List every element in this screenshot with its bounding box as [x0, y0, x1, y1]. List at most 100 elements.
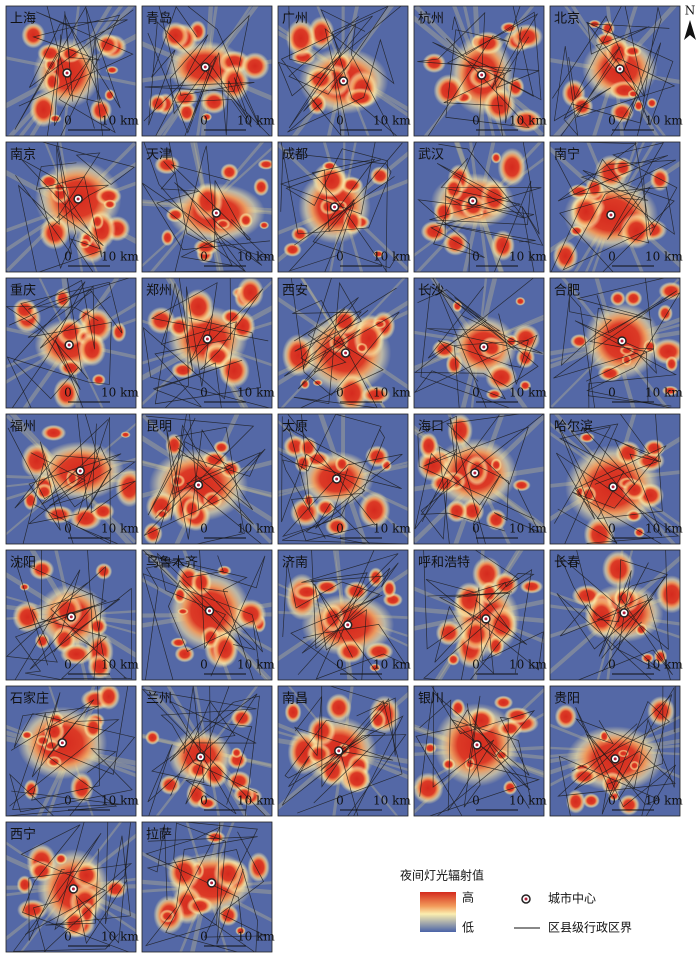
urban-glow: [95, 562, 113, 580]
urban-glow: [657, 304, 673, 323]
panel-frame: [413, 549, 545, 681]
scale-zero: 0: [608, 114, 616, 128]
scale-zero: 0: [64, 250, 72, 264]
district-boundary: [35, 162, 102, 272]
scale-length: 10 km: [373, 250, 411, 264]
city-name: 合肥: [554, 284, 580, 299]
urban-glow: [625, 509, 642, 523]
urban-glow: [493, 695, 514, 710]
city-center-dot: [484, 617, 488, 621]
panel-frame: [549, 277, 681, 409]
district-boundary: [596, 559, 671, 680]
city-panel: [142, 822, 272, 952]
city-center-dot: [203, 65, 207, 69]
city-name: 昆明: [146, 420, 172, 435]
urban-glow: [629, 760, 640, 771]
city-panel: [142, 686, 272, 816]
urban-glow: [445, 352, 463, 377]
panel-frame: [141, 141, 273, 273]
scale-length: 10 km: [101, 114, 139, 128]
scale-zero: 0: [608, 250, 616, 264]
city-panel: [550, 414, 680, 544]
legend-center-dot: [524, 897, 528, 901]
city-panel: [414, 142, 544, 272]
urban-glow: [213, 440, 230, 455]
urban-glow: [236, 278, 264, 309]
city-center-dot: [199, 755, 203, 759]
scale-zero: 0: [608, 658, 616, 672]
urban-glow: [285, 19, 316, 58]
district-boundary: [280, 142, 403, 233]
urban-glow: [490, 458, 502, 472]
district-boundary: [281, 416, 371, 544]
urban-glow: [221, 308, 243, 325]
city-center-dot: [475, 743, 479, 747]
district-boundary: [20, 824, 129, 952]
city-panel: [550, 278, 680, 408]
district-boundary: [564, 423, 663, 544]
urban-glow: [552, 240, 579, 272]
urban-glow: [570, 767, 599, 786]
urban-glow: [364, 642, 394, 662]
scale-length: 10 km: [509, 386, 547, 400]
urban-glow: [21, 442, 53, 479]
district-boundary: [147, 32, 217, 136]
district-boundary: [176, 6, 261, 128]
urban-glow: [511, 324, 541, 354]
panel-frame: [413, 413, 545, 545]
urban-glow: [235, 926, 246, 936]
legend-boundary-label: 区县级行政区界: [548, 921, 632, 935]
urban-glow: [290, 226, 309, 243]
district-boundary: [571, 686, 670, 815]
city-center-dot: [333, 205, 337, 209]
district-boundary: [436, 142, 540, 235]
city-panel: [6, 414, 136, 544]
panel-frame: [141, 5, 273, 137]
district-boundary: [169, 686, 257, 815]
urban-glow: [200, 90, 228, 115]
district-boundary: [14, 419, 136, 544]
legend-center-label: 城市中心: [548, 891, 596, 906]
urban-glow: [490, 229, 515, 262]
urban-glow: [284, 701, 302, 724]
district-boundary: [30, 446, 119, 544]
scale-length: 10 km: [237, 114, 275, 128]
urban-glow: [627, 89, 639, 99]
urban-glow: [53, 377, 80, 408]
district-boundary: [414, 278, 538, 400]
city-name: 拉萨: [146, 828, 172, 843]
urban-glow: [69, 772, 94, 804]
district-boundary: [557, 693, 676, 816]
city-center-dot: [205, 337, 209, 341]
district-boundary: [155, 426, 254, 544]
district-boundary: [184, 52, 248, 136]
urban-glow: [146, 306, 176, 335]
urban-glow: [568, 184, 591, 199]
city-name: 上海: [10, 12, 36, 27]
urban-glow: [619, 212, 653, 249]
panel-frame: [413, 141, 545, 273]
city-panel: [142, 142, 272, 272]
district-boundary: [168, 142, 252, 249]
urban-glow: [257, 159, 272, 170]
district-boundary: [585, 686, 677, 790]
district-boundary: [9, 747, 133, 816]
urban-glow: [40, 424, 67, 441]
district-boundary: [310, 572, 383, 680]
city-center-dot: [622, 611, 626, 615]
city-panel: [142, 550, 272, 680]
district-boundary: [287, 414, 385, 542]
urban-glow: [218, 353, 250, 388]
city-name: 西宁: [10, 827, 36, 843]
scale-zero: 0: [64, 658, 72, 672]
district-boundary: [14, 6, 134, 130]
panel-frame: [549, 685, 681, 817]
urban-glow: [159, 774, 181, 795]
scale-zero: 0: [472, 386, 480, 400]
district-boundary: [417, 415, 535, 544]
district-boundary: [607, 142, 678, 240]
scale-length: 10 km: [237, 386, 275, 400]
city-name: 青岛: [146, 11, 172, 27]
city-name: 南京: [10, 147, 36, 163]
urban-glow: [515, 296, 526, 306]
